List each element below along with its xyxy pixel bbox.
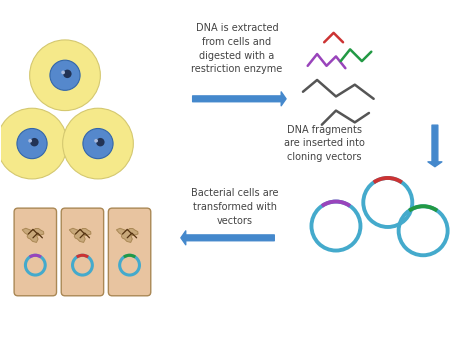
Circle shape [61,71,65,74]
Circle shape [17,128,47,159]
Circle shape [30,138,38,146]
Circle shape [30,40,100,111]
Circle shape [50,60,80,90]
FancyBboxPatch shape [109,208,151,296]
Circle shape [94,139,98,143]
Circle shape [0,108,67,179]
Circle shape [83,128,113,159]
Circle shape [63,108,133,179]
Text: Bacterial cells are
transformed with
vectors: Bacterial cells are transformed with vec… [191,188,278,225]
Polygon shape [117,228,138,242]
Circle shape [28,139,32,143]
Text: DNA is extracted
from cells and
digested with a
restriction enzyme: DNA is extracted from cells and digested… [191,23,283,74]
Circle shape [63,69,72,78]
FancyBboxPatch shape [14,208,56,296]
Circle shape [96,138,105,146]
Polygon shape [22,228,44,242]
Text: DNA fragments
are inserted into
cloning vectors: DNA fragments are inserted into cloning … [284,125,365,162]
FancyBboxPatch shape [61,208,104,296]
Polygon shape [69,228,91,242]
